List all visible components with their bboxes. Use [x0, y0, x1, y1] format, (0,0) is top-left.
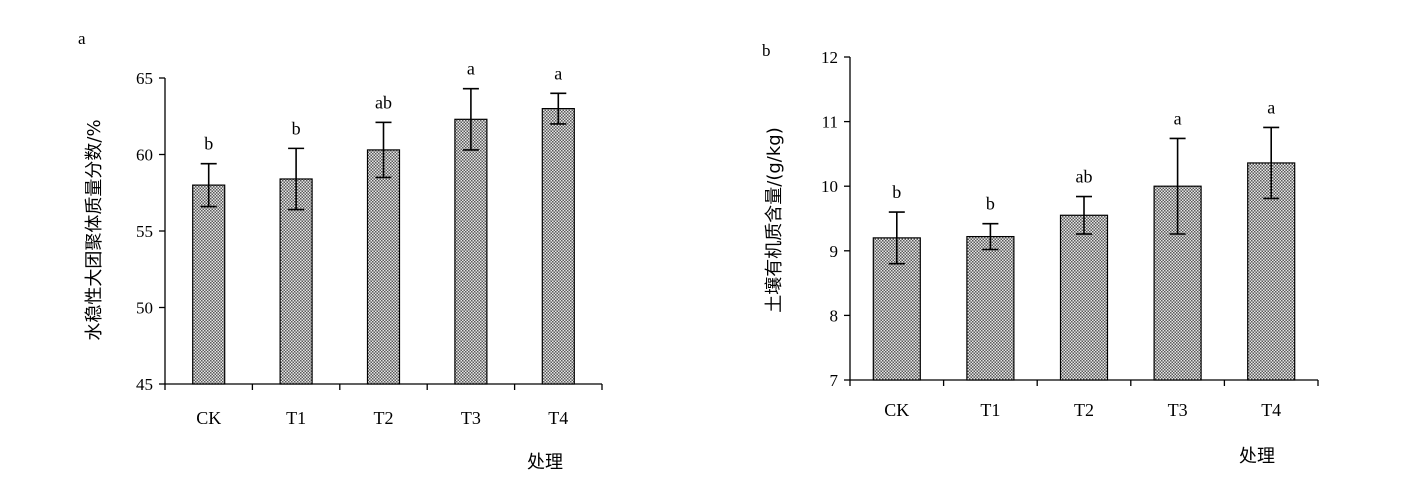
y-axis-a: 45 50 55 60 65	[136, 69, 166, 394]
bar	[279, 178, 313, 385]
y-tick-label: 9	[830, 242, 839, 261]
significance-label: ab	[375, 92, 392, 112]
significance-label: ab	[1076, 167, 1093, 187]
y-axis-title-b: 土壤有机质含量/(g/kg)	[764, 127, 785, 312]
y-tick-label: 65	[136, 69, 153, 88]
x-axis-b: CK T1 T2 T3 T4	[849, 379, 1319, 420]
x-axis-title-b: 处理	[1239, 446, 1275, 467]
panel-label-b: b	[762, 41, 771, 60]
y-tick-label: 8	[830, 306, 839, 325]
bar	[541, 107, 575, 385]
significance-label: b	[892, 182, 901, 202]
bar	[966, 235, 1015, 381]
y-axis-title-a: 水稳性大团聚体质量分数/%	[84, 119, 105, 340]
x-tick-label: T1	[980, 400, 1000, 420]
bar	[454, 118, 488, 385]
significance-label: b	[292, 118, 301, 138]
x-tick-label: T2	[1074, 400, 1094, 420]
bar	[1059, 214, 1109, 381]
x-tick-label: T4	[548, 408, 568, 428]
significance-label: a	[1267, 97, 1275, 117]
y-tick-label: 11	[822, 113, 838, 132]
y-tick-label: 50	[136, 299, 153, 318]
significance-label: a	[1174, 108, 1182, 128]
bars-a: b b ab a a	[192, 59, 575, 385]
significance-label: a	[467, 59, 475, 79]
y-tick-label: 60	[136, 146, 153, 165]
chart-panel-b: b 7 8 9 10 11 12 CK T1 T2 T3 T4 b b ab a a 土壤有机质含量/(g…	[762, 41, 1319, 467]
significance-label: a	[554, 63, 562, 83]
y-tick-label: 55	[136, 222, 153, 241]
x-tick-label: CK	[196, 408, 221, 428]
y-axis-b: 7 8 9 10 11 12	[821, 48, 851, 390]
y-tick-label: 12	[821, 48, 838, 67]
x-tick-label: T4	[1261, 400, 1281, 420]
x-tick-label: T1	[286, 408, 306, 428]
x-tick-label: T3	[1168, 400, 1188, 420]
x-axis-a: CK T1 T2 T3 T4	[164, 383, 603, 428]
y-tick-label: 45	[136, 375, 153, 394]
y-tick-label: 10	[821, 177, 838, 196]
panel-label-a: a	[78, 29, 86, 48]
x-tick-label: CK	[884, 400, 909, 420]
x-tick-label: T2	[374, 408, 394, 428]
bar	[192, 184, 226, 385]
bar	[366, 149, 401, 385]
bars-b: b b ab a a	[872, 97, 1296, 381]
significance-label: b	[986, 194, 995, 214]
significance-label: b	[204, 134, 213, 154]
x-axis-title-a: 处理	[527, 452, 563, 473]
y-tick-label: 7	[830, 371, 839, 390]
chart-panel-a: a 45 50 55 60 65 CK T1 T2 T3 T4 b b ab a a 水稳性大团聚体质量…	[78, 29, 603, 473]
x-tick-label: T3	[461, 408, 481, 428]
